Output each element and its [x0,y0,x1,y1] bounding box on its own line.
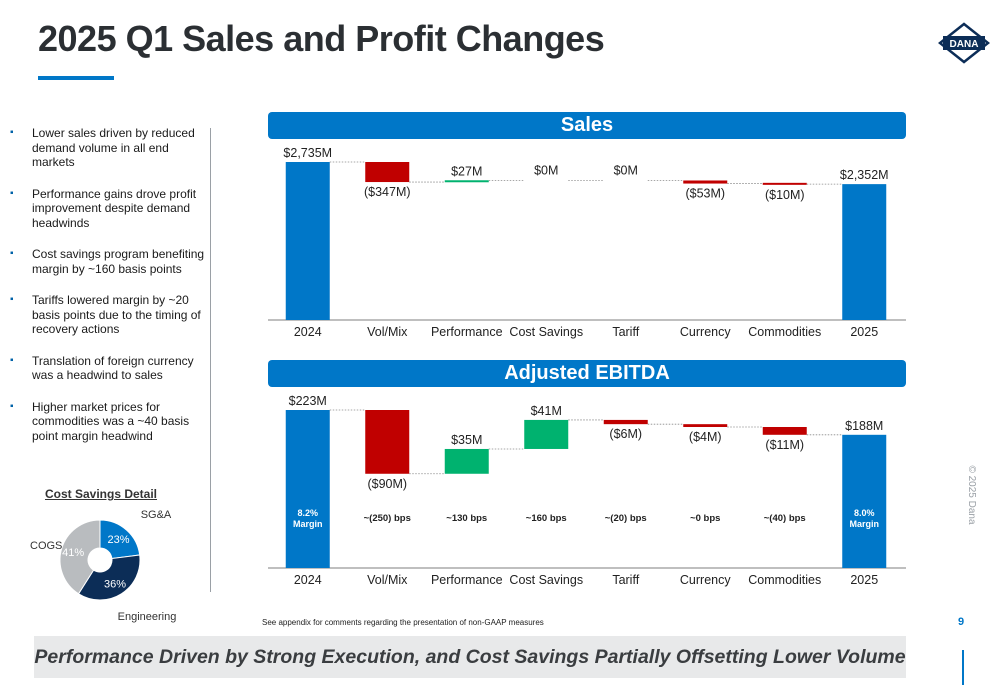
category-label: Tariff [612,325,639,339]
data-label: ($347M) [364,185,411,199]
data-label: $2,352M [840,168,889,182]
category-label: Tariff [612,573,639,587]
bullet-item: Higher market prices for commodities was… [8,400,208,444]
margin-label: ~130 bps [446,513,487,524]
sales-waterfall: $2,735M 2024 ($347M) Vol/Mix $27M Performance… [268,146,906,339]
pie-name-label: Engineering [118,611,177,623]
category-label: Commodities [748,325,821,339]
bar-commodities [762,182,807,185]
pie-percent-label: 41% [62,547,84,559]
copyright: © 2025 Dana [966,465,977,525]
bar-currency [683,424,728,428]
margin-label: ~(40) bps [764,513,806,524]
cost-savings-pie: 23% SG&A 36% Engineering 41%COGS [30,509,177,623]
category-label: Currency [680,325,731,339]
data-label: ($4M) [689,430,722,444]
bar-2025 [842,434,887,568]
category-label: 2024 [294,325,322,339]
data-label: $41M [531,404,562,418]
bar-vol-mix [365,162,410,183]
bullet-item: Translation of foreign currency was a he… [8,354,208,383]
pie-slice-engineering [77,554,141,601]
bar-tariff [603,419,648,425]
data-label: $188M [845,419,883,433]
dana-logo: DANA [938,22,990,64]
bar-commodities [762,427,807,435]
bar-2024 [285,410,330,568]
pie-percent-label: 36% [104,579,126,591]
pie-name-label: COGS [30,540,62,552]
bullet-list: Lower sales driven by reduced demand vol… [8,126,208,460]
category-label: Currency [680,573,731,587]
margin-label: 8.2% [297,508,318,518]
summary-banner: Performance Driven by Strong Execution, … [34,636,906,678]
bullet-item: Cost savings program benefiting margin b… [8,247,208,276]
logo-text: DANA [950,39,979,50]
bullet-item: Tariffs lowered margin by ~20 basis poin… [8,293,208,337]
data-label: ($10M) [765,188,805,202]
category-label: 2024 [294,573,322,587]
margin-label: Margin [293,519,323,529]
vertical-divider [210,128,211,592]
category-label: Cost Savings [509,325,583,339]
margin-label: ~(20) bps [605,513,647,524]
footnote: See appendix for comments regarding the … [262,618,544,627]
bar-vol-mix [365,410,410,474]
category-label: Vol/Mix [367,325,408,339]
bullet-item: Lower sales driven by reduced demand vol… [8,126,208,170]
bar-2025 [842,184,887,320]
margin-label: Margin [849,519,879,529]
data-label: ($90M) [367,477,407,491]
accent-line [962,650,964,685]
margin-label: ~(250) bps [364,513,411,524]
category-label: Cost Savings [509,573,583,587]
bar-performance [444,180,489,183]
margin-label: 8.0% [854,508,875,518]
category-label: 2025 [850,573,878,587]
ebitda-header: Adjusted EBITDA [268,360,906,387]
category-label: Vol/Mix [367,573,408,587]
margin-label: ~160 bps [526,513,567,524]
bar-currency [683,180,728,184]
bar-cost-savings [524,419,569,449]
page-number: 9 [958,616,965,628]
cost-savings-title: Cost Savings Detail [44,487,158,501]
margin-label: ~0 bps [690,513,720,524]
category-label: Commodities [748,573,821,587]
data-label: ($11M) [765,438,804,452]
sales-header: Sales [268,112,906,139]
bar-2024 [285,162,330,320]
data-label: ($6M) [609,427,642,441]
pie-name-label: SG&A [141,509,172,521]
data-label: ($53M) [685,187,725,201]
data-label: $27M [451,164,482,178]
category-label: Performance [431,325,503,339]
page-title: 2025 Q1 Sales and Profit Changes [38,18,605,59]
bullet-item: Performance gains drove profit improveme… [8,187,208,231]
data-label: $0M [534,163,558,177]
category-label: Performance [431,573,503,587]
data-label: $2,735M [283,146,332,160]
pie-slice-cogs [59,519,101,595]
bar-performance [444,448,489,474]
pie-percent-label: 23% [108,534,130,546]
data-label: $0M [614,163,638,177]
data-label: $35M [451,433,482,447]
category-label: 2025 [850,325,878,339]
title-underline [38,76,114,80]
data-label: $223M [289,394,327,408]
